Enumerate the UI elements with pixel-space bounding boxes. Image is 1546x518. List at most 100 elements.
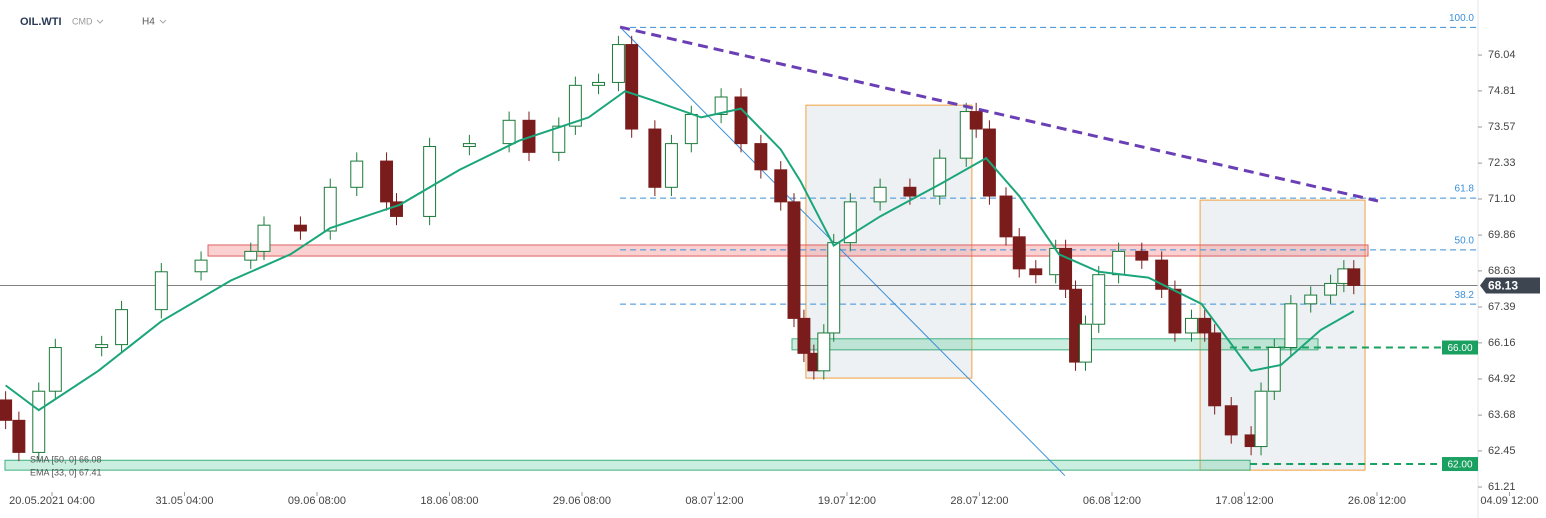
zone (4, 459, 1251, 471)
candle-body (1324, 282, 1338, 296)
candle-body (754, 143, 768, 171)
legend-entry: SMA [50, 0] 66.08 (30, 454, 102, 464)
candle-body (873, 186, 887, 203)
x-tick-label: 06.08 12:00 (1083, 495, 1141, 507)
y-tick-label: 76.04 (1488, 49, 1516, 61)
x-tick-label: 17.08 12:00 (1215, 495, 1273, 507)
x-tick-label: 08.07 12:00 (685, 495, 743, 507)
x-tick-label: 28.07 12:00 (950, 495, 1008, 507)
candle-body (1092, 274, 1106, 325)
level-tag (1442, 457, 1478, 472)
level-label: 66.00 (1447, 343, 1472, 354)
interval[interactable]: H4 (142, 17, 155, 28)
candle-body (648, 128, 662, 188)
fib-label: 100.0 (1449, 13, 1474, 24)
candle-body (95, 344, 109, 349)
candle-body (350, 160, 364, 188)
y-tick-label: 67.39 (1488, 301, 1516, 313)
candle-body (462, 143, 476, 148)
candle-body (1112, 250, 1126, 276)
y-tick-label: 61.21 (1488, 481, 1516, 493)
candle-body (12, 419, 26, 453)
symbol[interactable]: OIL.WTI (20, 16, 62, 28)
candle-body (969, 111, 983, 130)
candle-body (502, 119, 516, 145)
y-tick-label: 66.16 (1488, 337, 1516, 349)
candle-body (115, 309, 129, 346)
candle-body (903, 186, 917, 197)
candle-body (1254, 390, 1268, 448)
candle-body (568, 84, 582, 127)
candle-body (1267, 347, 1281, 392)
fib-label: 61.8 (1455, 184, 1475, 195)
candle-body (827, 242, 841, 334)
y-tick-label: 69.86 (1488, 229, 1516, 241)
x-tick-label: 26.08 12:00 (1348, 495, 1406, 507)
plot: 100.0 61.8 50.0 38.2 EMA [33, 0] 67.41 SMA [5… (0, 13, 1478, 477)
x-tick-label: 20.05.2021 04:00 (9, 495, 95, 507)
y-tick-label: 68.63 (1488, 265, 1516, 277)
candle-body (592, 81, 606, 86)
fib-label: 50.0 (1455, 236, 1475, 247)
candle-body (1059, 247, 1073, 290)
candle-body (959, 111, 973, 159)
candle-body (817, 332, 831, 372)
y-tick-label: 62.45 (1488, 445, 1516, 457)
candle-body (390, 201, 403, 217)
candle-body (1168, 288, 1182, 334)
candle-body (843, 201, 857, 244)
x-tick-label: 09.06 08:00 (288, 495, 346, 507)
candle-body (1284, 303, 1298, 349)
level-label: 62.00 (1447, 460, 1472, 471)
y-tick-label: 63.68 (1488, 409, 1516, 421)
candle-body (999, 195, 1013, 238)
y-tick-label: 71.10 (1488, 193, 1516, 205)
diagonal-line (619, 26, 1066, 477)
dropdown-arrow (159, 19, 167, 24)
fib-label: 38.2 (1455, 290, 1475, 301)
candle-body (552, 125, 566, 153)
candle-body (293, 224, 307, 232)
x-tick-label: 18.06 08:00 (420, 495, 478, 507)
x-tick-label: 19.07 12:00 (818, 495, 876, 507)
y-tick-label: 64.92 (1488, 373, 1516, 385)
candle-body (257, 224, 271, 252)
y-tick-label: 73.57 (1488, 121, 1516, 133)
legend-entry: EMA [33, 0] 67.41 (30, 467, 102, 477)
candle-body (1185, 317, 1198, 334)
x-tick-label: 04.09 12:00 (1480, 495, 1538, 507)
candle-body (0, 399, 13, 421)
candle-body (797, 317, 811, 354)
candle-body (423, 146, 437, 217)
candle-body (1208, 332, 1222, 407)
candle-body (1304, 294, 1318, 305)
candle-body (664, 143, 678, 188)
candle-body (774, 169, 788, 203)
x-tick-label: 29.06 08:00 (553, 495, 611, 507)
level-tag (1442, 340, 1478, 355)
candle-body (48, 347, 62, 392)
candle-body (1155, 259, 1169, 290)
candle-body (933, 157, 947, 197)
candle-body (32, 390, 46, 453)
y-tick-label: 74.81 (1488, 85, 1516, 97)
zone (791, 338, 1319, 351)
candle-body (1224, 405, 1238, 436)
indicator-line (5, 90, 1355, 412)
candle-body (684, 113, 698, 145)
candle-body (194, 259, 208, 273)
candle-body (787, 201, 801, 319)
market[interactable]: CMD (72, 16, 93, 26)
candle-body (323, 186, 337, 232)
x-tick-label: 31.05 04:00 (155, 495, 213, 507)
trendline (619, 25, 1379, 203)
y-tick-label: 72.33 (1488, 157, 1516, 169)
candle-body (1135, 250, 1149, 261)
candle-body (1029, 268, 1043, 276)
candle-body (625, 44, 639, 130)
last-price-label: 68.13 (1488, 279, 1518, 293)
candle-body (1198, 317, 1212, 334)
